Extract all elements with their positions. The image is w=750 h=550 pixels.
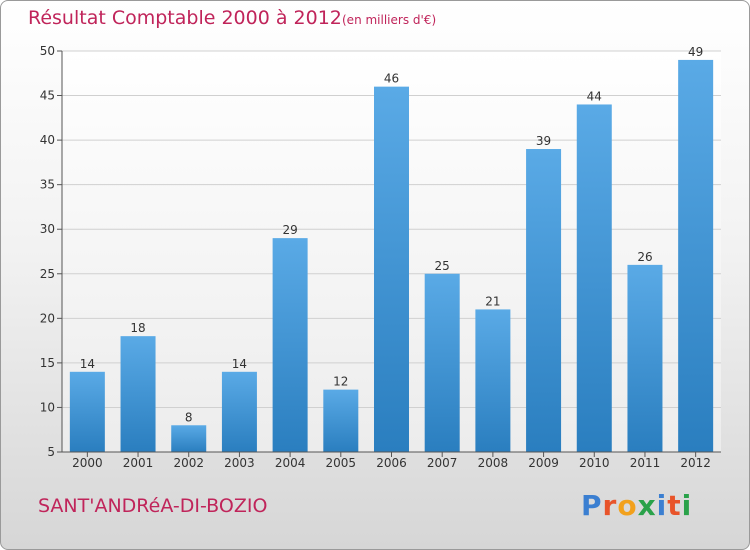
- x-tick-label: 2005: [326, 456, 357, 470]
- bar-2004: [272, 238, 308, 452]
- data-label-2002: 8: [185, 410, 193, 424]
- y-tick-label: 20: [40, 311, 55, 325]
- y-tick-label: 45: [40, 89, 55, 103]
- chart-subtitle: (en milliers d'€): [342, 13, 437, 27]
- proxiti-logo: Proxiti: [581, 489, 692, 522]
- logo-letter: i: [656, 489, 668, 522]
- y-tick-label: 10: [40, 400, 55, 414]
- x-tick-label: 2003: [224, 456, 255, 470]
- y-tick-label: 50: [40, 44, 55, 58]
- y-tick-label: 40: [40, 133, 55, 147]
- axes: 5 10 15 20 25 30 35 40 45 50 2000 2001 2002 2003 2004 2…: [40, 44, 721, 470]
- x-tick-label: 2004: [275, 456, 306, 470]
- bar-2003: [221, 371, 257, 452]
- logo-letter: x: [637, 489, 657, 522]
- logo-letter: P: [581, 489, 603, 522]
- logo-letter: o: [617, 489, 638, 522]
- bar-2009: [526, 149, 562, 452]
- logo-letter: i: [681, 489, 693, 522]
- logo-letter: r: [602, 489, 618, 522]
- data-label-2000: 14: [80, 357, 95, 371]
- data-label-2001: 18: [130, 321, 145, 335]
- bar-2010: [576, 104, 612, 452]
- data-label-2006: 46: [384, 72, 399, 86]
- y-tick-label: 30: [40, 222, 55, 236]
- x-tick-label: 2009: [528, 456, 559, 470]
- bar-2008: [475, 309, 511, 452]
- bar-2000: [69, 371, 105, 452]
- data-label-2003: 14: [232, 357, 247, 371]
- bar-2006: [374, 86, 409, 453]
- data-label-2008: 21: [485, 294, 500, 308]
- data-label-2012: 49: [688, 45, 703, 59]
- x-tick-label: 2007: [427, 456, 458, 470]
- bar-2001: [120, 336, 156, 452]
- x-tick-label: 2010: [579, 456, 610, 470]
- y-tick-label: 35: [40, 178, 55, 192]
- bar-2002: [171, 425, 207, 452]
- chart-title: Résultat Comptable 2000 à 2012: [28, 7, 342, 29]
- commune-name: SANT'ANDRéA-DI-BOZIO: [38, 495, 268, 517]
- data-label-2009: 39: [536, 134, 551, 148]
- y-tick-label: 15: [40, 356, 55, 370]
- bar-2012: [678, 59, 714, 453]
- x-tick-label: 2001: [123, 456, 154, 470]
- logo-letter: t: [667, 489, 682, 522]
- data-label-2004: 29: [282, 223, 297, 237]
- x-tick-label: 2008: [478, 456, 509, 470]
- bar-2007: [424, 273, 460, 452]
- y-tick-label: 5: [47, 445, 55, 459]
- bar-2005: [323, 389, 359, 452]
- bar-2011: [627, 264, 663, 452]
- data-label-2010: 44: [587, 89, 602, 103]
- y-tick-label: 25: [40, 267, 55, 281]
- x-tick-label: 2002: [173, 456, 204, 470]
- x-tick-label: 2000: [72, 456, 103, 470]
- data-label-2007: 25: [435, 259, 450, 273]
- x-tick-label: 2006: [376, 456, 407, 470]
- data-label-2005: 12: [333, 375, 348, 389]
- bars: 14 18 8 14 29 12 46 25 21 39 44 26 49: [69, 45, 714, 453]
- data-label-2011: 26: [637, 250, 652, 264]
- x-tick-label: 2012: [680, 456, 711, 470]
- x-tick-label: 2011: [630, 456, 661, 470]
